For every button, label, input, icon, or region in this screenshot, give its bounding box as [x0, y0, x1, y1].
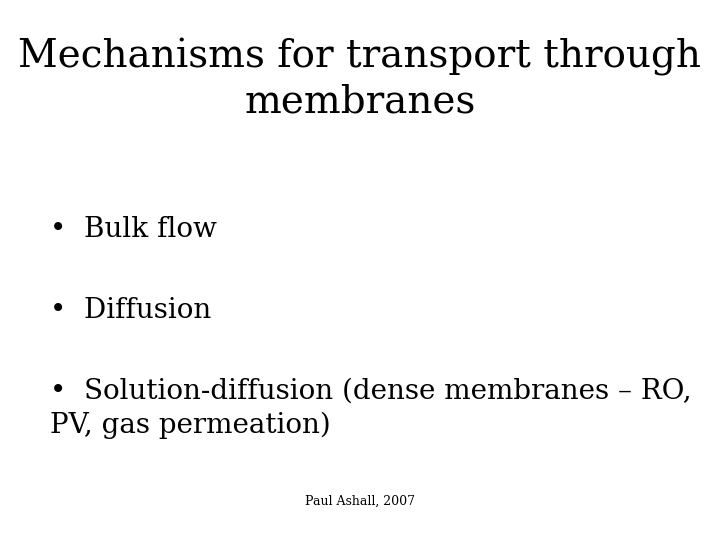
Text: Mechanisms for transport through
membranes: Mechanisms for transport through membran… — [19, 38, 701, 120]
Text: •  Solution-diffusion (dense membranes – RO,
PV, gas permeation): • Solution-diffusion (dense membranes – … — [50, 378, 692, 439]
Text: •  Diffusion: • Diffusion — [50, 297, 212, 324]
Text: Paul Ashall, 2007: Paul Ashall, 2007 — [305, 495, 415, 508]
Text: •  Bulk flow: • Bulk flow — [50, 216, 217, 243]
